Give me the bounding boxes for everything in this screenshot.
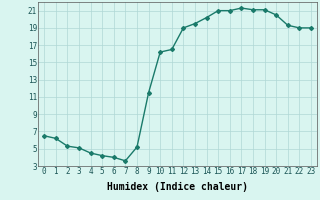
X-axis label: Humidex (Indice chaleur): Humidex (Indice chaleur) bbox=[107, 182, 248, 192]
